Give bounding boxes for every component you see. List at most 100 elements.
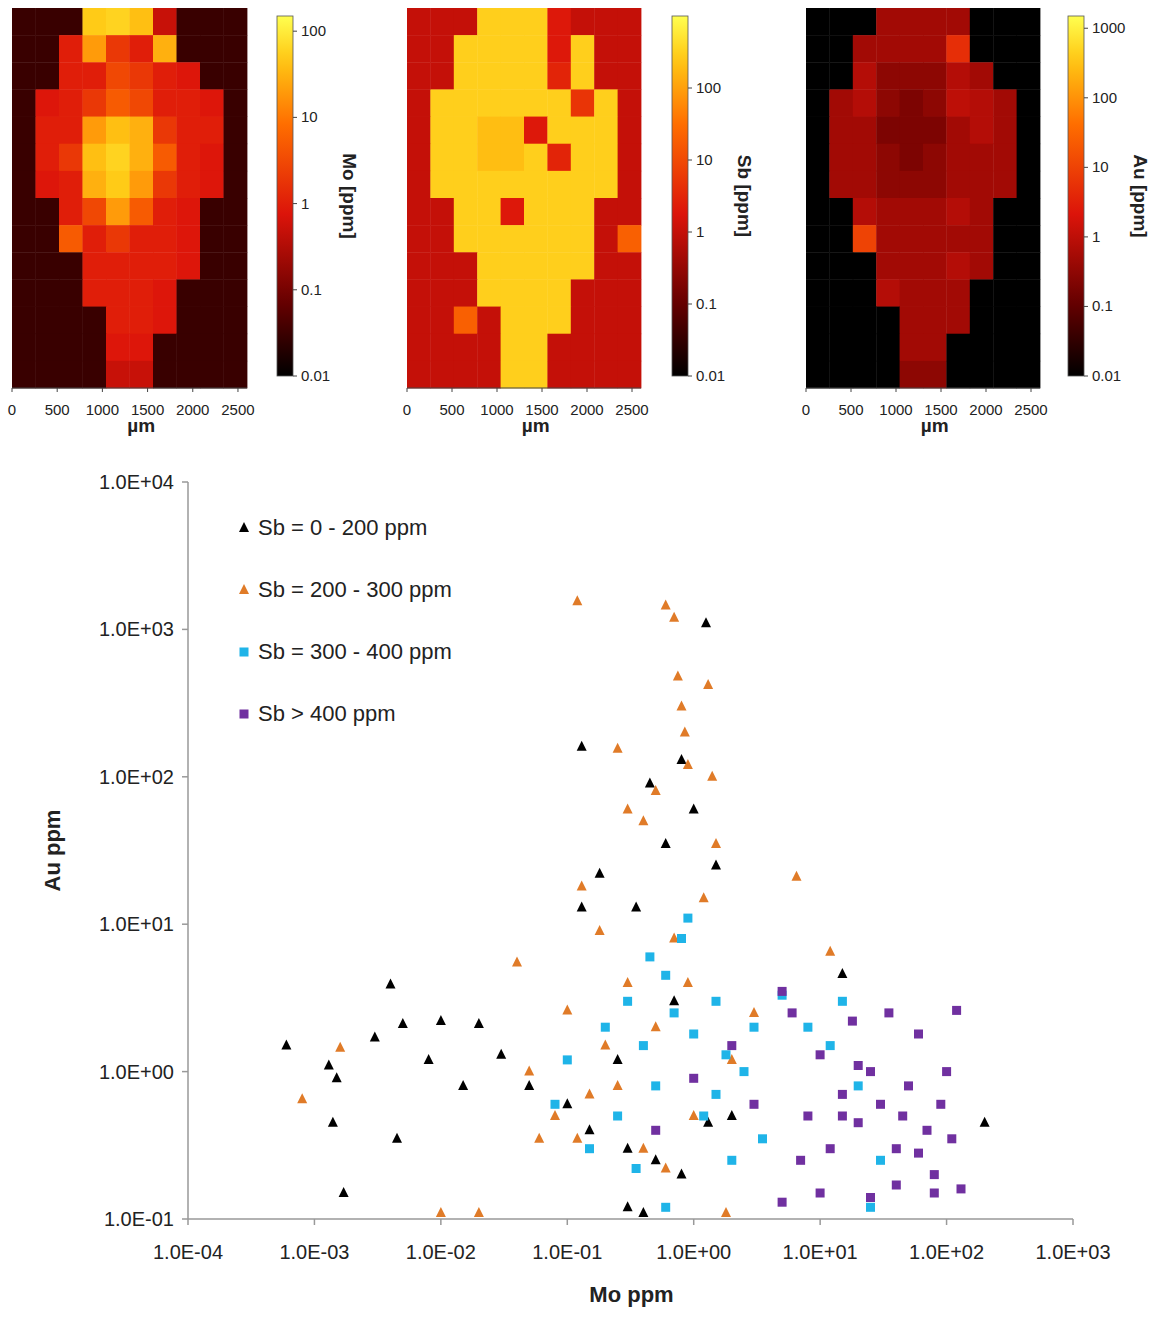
heatmap-cell	[177, 89, 201, 117]
scatter-point	[651, 1081, 660, 1090]
x-tick-label: 2500	[1014, 401, 1047, 418]
heatmap-cell	[12, 171, 36, 199]
scatter-point	[572, 595, 582, 605]
heatmap-cell	[853, 62, 877, 90]
heatmap-cell	[618, 117, 642, 145]
y-tick-label: 1.0E+02	[99, 766, 174, 788]
colorbar-title: Sb [ppm]	[734, 155, 755, 237]
heatmap-cell	[106, 35, 130, 63]
heatmap-cell	[130, 198, 154, 226]
legend-label: Sb = 300 - 400 ppm	[258, 639, 452, 664]
heatmap-cell	[853, 89, 877, 117]
scatter-point	[524, 1066, 534, 1076]
heatmap-cell	[153, 252, 177, 280]
heatmap-cell	[547, 307, 571, 335]
heatmap-cell	[59, 117, 83, 145]
x-tick	[819, 1219, 821, 1225]
heatmap-cell	[970, 225, 994, 253]
heatmap-cell	[430, 198, 454, 226]
heatmap-cell	[407, 279, 431, 307]
heatmap-cell	[477, 279, 501, 307]
heatmap-cell	[12, 361, 36, 389]
x-tick	[1031, 388, 1032, 392]
heatmap-cell	[970, 144, 994, 172]
heatmap-cell	[923, 307, 947, 335]
colorbar-tick-label: 1000	[1092, 19, 1125, 36]
heatmap-cell	[900, 361, 924, 389]
heatmap-cell	[83, 62, 107, 90]
heatmap-cell	[923, 198, 947, 226]
scatter-point	[712, 997, 721, 1006]
scatter-point	[788, 1008, 797, 1017]
heatmap-cell	[200, 361, 224, 389]
heatmap-cell	[547, 8, 571, 36]
heatmap-cell	[501, 198, 525, 226]
scatter-point	[750, 1023, 759, 1032]
heatmap-cell	[224, 62, 248, 90]
scatter-point	[677, 701, 687, 711]
scatter-point	[572, 1133, 582, 1143]
heatmap-cell	[1017, 307, 1041, 335]
scatter-point	[623, 804, 633, 814]
heatmap-cell	[900, 171, 924, 199]
heatmap-cell	[59, 225, 83, 253]
heatmap-cell	[876, 252, 900, 280]
heatmap-cell	[501, 89, 525, 117]
heatmap-cell	[993, 144, 1017, 172]
heatmap-cell	[970, 198, 994, 226]
colorbar-tick-label: 100	[301, 22, 326, 39]
heatmap-cell	[571, 117, 595, 145]
x-tick	[986, 388, 987, 392]
heatmap-cell	[430, 252, 454, 280]
heatmap-cell	[12, 307, 36, 335]
heatmap-cell	[83, 117, 107, 145]
heatmap-cell	[1017, 252, 1041, 280]
heatmap-cell	[477, 171, 501, 199]
heatmap-cell	[594, 334, 618, 362]
heatmap-cell	[200, 8, 224, 36]
scatter-point	[512, 957, 522, 967]
heatmap-cell	[594, 252, 618, 280]
heatmap-cell	[829, 117, 853, 145]
legend-marker	[240, 648, 249, 657]
heatmap-cell	[806, 117, 830, 145]
heatmap-cell	[993, 117, 1017, 145]
heatmap-cell	[853, 35, 877, 63]
heatmap-cell	[477, 252, 501, 280]
heatmap-cell	[946, 8, 970, 36]
x-axis-line	[407, 388, 641, 389]
heatmap-cell	[153, 171, 177, 199]
heatmap-cell	[130, 171, 154, 199]
heatmap-cell	[177, 144, 201, 172]
heatmap-cell	[547, 144, 571, 172]
heatmap-cell	[59, 361, 83, 389]
heatmap-cell	[829, 279, 853, 307]
heatmap-cell	[806, 307, 830, 335]
heatmap-cell	[806, 144, 830, 172]
heatmap-cell	[407, 307, 431, 335]
scatter-point	[632, 1164, 641, 1173]
heatmap-cell	[130, 334, 154, 362]
x-tick	[147, 388, 148, 392]
colorbar-tick-label: 100	[696, 79, 721, 96]
heatmap-cell	[829, 62, 853, 90]
heatmap-cell	[106, 89, 130, 117]
heatmap-cell	[106, 8, 130, 36]
heatmap-cell	[430, 35, 454, 63]
scatter-point	[577, 901, 587, 911]
heatmap-cell	[130, 307, 154, 335]
x-tick-label: 1.0E-01	[532, 1241, 602, 1263]
heatmap-cell	[83, 252, 107, 280]
heatmap-cell	[594, 198, 618, 226]
heatmap-cell	[454, 334, 478, 362]
scatter-point	[562, 1098, 572, 1108]
heatmap-cell	[83, 334, 107, 362]
heatmap-cell	[524, 171, 548, 199]
heatmap-cell	[829, 144, 853, 172]
heatmap-cell	[900, 89, 924, 117]
heatmap-cell	[853, 279, 877, 307]
scatter-point	[638, 815, 648, 825]
scatter-point	[721, 1207, 731, 1217]
scatter-point	[613, 743, 623, 753]
heatmap-panel: 05001000150020002500µm0.010.1110100Sb [p…	[403, 8, 755, 436]
